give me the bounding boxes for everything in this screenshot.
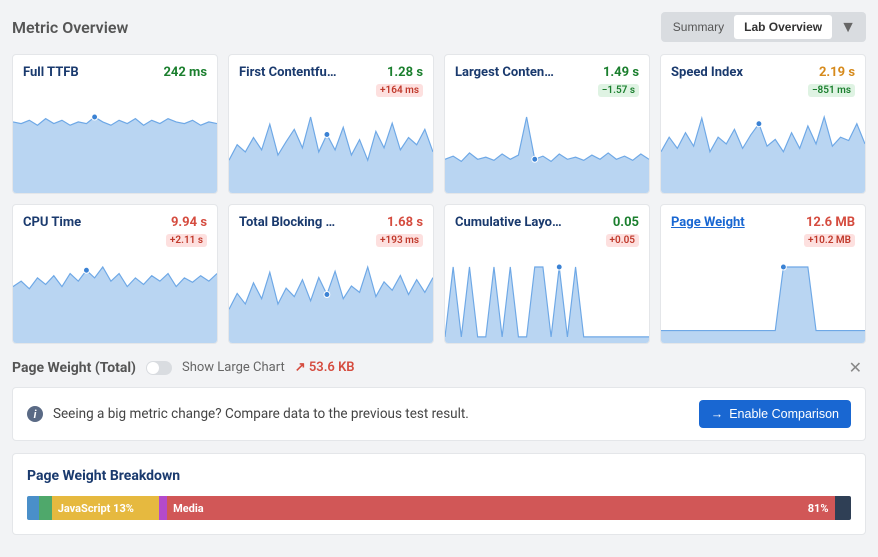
metric-card[interactable]: Page Weight 12.6 MB +10.2 MB bbox=[660, 204, 866, 344]
page-title: Metric Overview bbox=[12, 18, 128, 37]
sparkline-chart bbox=[13, 113, 217, 193]
breakdown-segment[interactable] bbox=[27, 496, 39, 520]
metric-title: Total Blocking … bbox=[239, 215, 335, 230]
view-toggle: Summary Lab Overview ▼ bbox=[661, 12, 866, 42]
metric-card[interactable]: Total Blocking … 1.68 s +193 ms bbox=[228, 204, 434, 344]
breakdown-title: Page Weight Breakdown bbox=[27, 468, 851, 484]
metric-card[interactable]: First Contentfu… 1.28 s +164 ms bbox=[228, 54, 434, 194]
metric-card[interactable]: Cumulative Layo… 0.05 +0.05 bbox=[444, 204, 650, 344]
metric-value: 1.68 s bbox=[387, 215, 423, 230]
metric-delta: −1.57 s bbox=[598, 84, 639, 97]
breakdown-segment[interactable]: JavaScript 13% bbox=[52, 496, 159, 520]
metric-delta: +10.2 MB bbox=[804, 234, 855, 247]
metric-title: Full TTFB bbox=[23, 65, 79, 80]
banner-message: Seeing a big metric change? Compare data… bbox=[53, 406, 469, 422]
breakdown-bar: JavaScript 13% Media81% bbox=[27, 496, 851, 520]
metric-title: CPU Time bbox=[23, 215, 81, 230]
info-icon: i bbox=[27, 406, 43, 422]
sparkline-chart bbox=[445, 113, 649, 193]
breakdown-segment[interactable] bbox=[39, 496, 51, 520]
metric-value: 9.94 s bbox=[171, 215, 207, 230]
metric-value: 242 ms bbox=[163, 65, 207, 80]
tab-lab-overview[interactable]: Lab Overview bbox=[734, 15, 832, 39]
arrow-right-icon: → bbox=[711, 407, 724, 421]
tab-summary[interactable]: Summary bbox=[663, 15, 734, 39]
metric-card[interactable]: Full TTFB 242 ms bbox=[12, 54, 218, 194]
section-title: Page Weight (Total) bbox=[12, 360, 136, 376]
metric-title: Cumulative Layo… bbox=[455, 215, 562, 230]
sparkline-chart bbox=[13, 263, 217, 343]
chevron-down-icon[interactable]: ▼ bbox=[832, 14, 864, 40]
metric-card[interactable]: CPU Time 9.94 s +2.11 s bbox=[12, 204, 218, 344]
metric-title: Largest Conten… bbox=[455, 65, 554, 80]
metric-delta: +164 ms bbox=[376, 84, 423, 97]
sparkline-chart bbox=[661, 113, 865, 193]
enable-comparison-button[interactable]: → Enable Comparison bbox=[699, 400, 851, 428]
close-icon[interactable]: ✕ bbox=[845, 358, 866, 377]
sparkline-chart bbox=[445, 263, 649, 343]
trend-arrow-icon: ↗ bbox=[295, 360, 306, 375]
show-large-chart-toggle[interactable] bbox=[146, 361, 172, 375]
sparkline-chart bbox=[661, 263, 865, 343]
show-large-chart-label: Show Large Chart bbox=[182, 360, 285, 375]
sparkline-chart bbox=[229, 263, 433, 343]
metric-value: 12.6 MB bbox=[806, 215, 855, 230]
metric-value: 2.19 s bbox=[819, 65, 855, 80]
breakdown-segment[interactable]: Media81% bbox=[167, 496, 834, 520]
comparison-banner: i Seeing a big metric change? Compare da… bbox=[12, 387, 866, 441]
metric-value: 0.05 bbox=[613, 215, 639, 230]
metric-title: Speed Index bbox=[671, 65, 743, 80]
breakdown-segment[interactable] bbox=[159, 496, 167, 520]
metric-title: First Contentfu… bbox=[239, 65, 336, 80]
metric-delta: +193 ms bbox=[376, 234, 423, 247]
breakdown-panel: Page Weight Breakdown JavaScript 13% Medi… bbox=[12, 453, 866, 535]
metric-value: 1.28 s bbox=[387, 65, 423, 80]
metric-delta: −851 ms bbox=[808, 84, 855, 97]
metric-value: 1.49 s bbox=[603, 65, 639, 80]
breakdown-segment[interactable] bbox=[835, 496, 851, 520]
metric-delta: +2.11 s bbox=[166, 234, 207, 247]
sparkline-chart bbox=[229, 113, 433, 193]
metric-title[interactable]: Page Weight bbox=[671, 215, 745, 230]
metric-card[interactable]: Speed Index 2.19 s −851 ms bbox=[660, 54, 866, 194]
metric-delta: +0.05 bbox=[606, 234, 639, 247]
metric-card[interactable]: Largest Conten… 1.49 s −1.57 s bbox=[444, 54, 650, 194]
trend-value: ↗ 53.6 KB bbox=[295, 360, 355, 375]
